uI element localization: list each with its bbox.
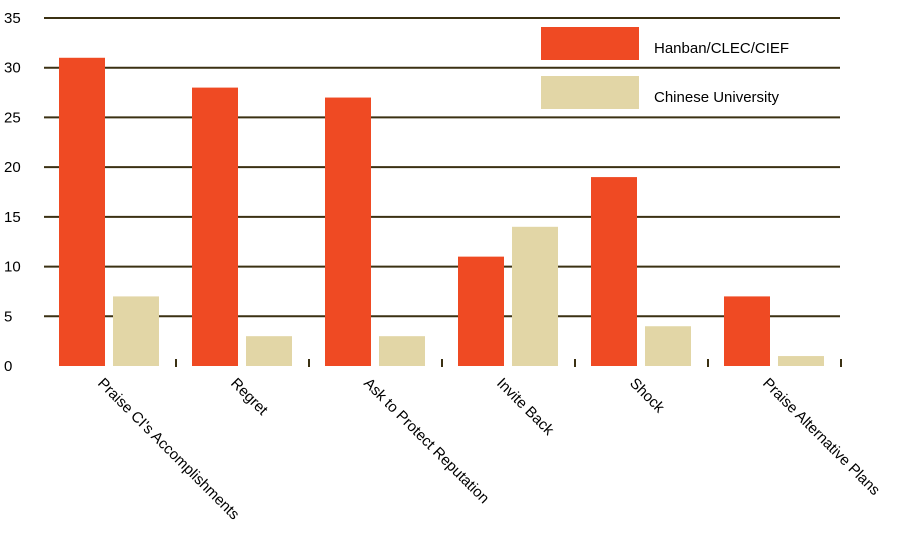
bar-chinese-university-2 <box>379 336 425 366</box>
bar-hanban-4 <box>591 177 637 366</box>
bar-chinese-university-0 <box>113 296 159 366</box>
bars <box>59 57 824 367</box>
y-tick-label-30: 30 <box>4 60 21 77</box>
category-label-3: Invite Back <box>493 375 557 439</box>
legend-swatch-0 <box>541 27 639 60</box>
category-label-0: Praise CI's Accomplishments <box>94 375 242 523</box>
legend: Hanban/CLEC/CIEF Chinese University <box>541 27 789 109</box>
category-label-1: Regret <box>227 375 271 419</box>
y-tick-label-5: 5 <box>4 308 12 325</box>
category-label-2: Ask to Protect Reputation <box>360 375 492 507</box>
bar-chinese-university-3 <box>512 226 558 366</box>
legend-label-0: Hanban/CLEC/CIEF <box>654 40 789 57</box>
y-tick-label-0: 0 <box>4 358 12 375</box>
y-tick-label-10: 10 <box>4 259 21 276</box>
bar-hanban-2 <box>325 97 371 367</box>
y-axis-ticks: 0 5 10 15 20 25 30 35 <box>4 10 21 375</box>
bar-hanban-5 <box>724 296 770 366</box>
bar-hanban-3 <box>458 256 504 366</box>
legend-swatch-1 <box>541 76 639 109</box>
bar-chinese-university-1 <box>246 336 292 366</box>
y-tick-label-35: 35 <box>4 10 21 27</box>
legend-label-1: Chinese University <box>654 89 780 106</box>
x-axis-ticks <box>175 359 842 367</box>
grid-lines <box>44 17 840 318</box>
y-tick-label-15: 15 <box>4 209 21 226</box>
bar-hanban-1 <box>192 87 238 366</box>
bar-chinese-university-4 <box>645 326 691 366</box>
bar-chinese-university-5 <box>778 356 824 366</box>
y-tick-label-25: 25 <box>4 109 21 126</box>
category-label-5: Praise Alternative Plans <box>759 375 883 499</box>
y-tick-label-20: 20 <box>4 159 21 176</box>
bar-hanban-0 <box>59 57 105 367</box>
category-label-4: Shock <box>626 375 668 417</box>
